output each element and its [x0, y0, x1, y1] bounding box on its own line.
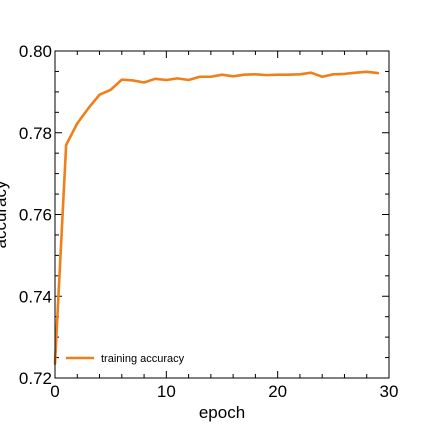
legend-label-training-accuracy: training accuracy — [101, 353, 185, 365]
x-tick-label: 0 — [50, 382, 59, 401]
series-lines — [53, 70, 380, 365]
y-axis-label: accuracy — [0, 180, 10, 249]
x-tick-label: 30 — [380, 382, 399, 401]
x-axis-label: epoch — [199, 403, 245, 422]
plot-frame — [54, 50, 390, 379]
legend: training accuracy — [66, 353, 185, 365]
y-tick-label: 0.80 — [19, 42, 52, 61]
tick-marks — [54, 50, 390, 379]
x-tick-label: 10 — [157, 382, 176, 401]
y-tick-label: 0.74 — [19, 287, 52, 306]
y-tick-label: 0.78 — [19, 124, 52, 143]
tick-labels: 0 10 20 30 0.72 0.74 0.76 0.78 0.80 — [19, 42, 399, 401]
x-tick-label: 20 — [268, 382, 287, 401]
y-tick-label: 0.76 — [19, 206, 52, 225]
y-tick-label: 0.72 — [19, 369, 52, 388]
series-line-0 — [53, 70, 380, 365]
